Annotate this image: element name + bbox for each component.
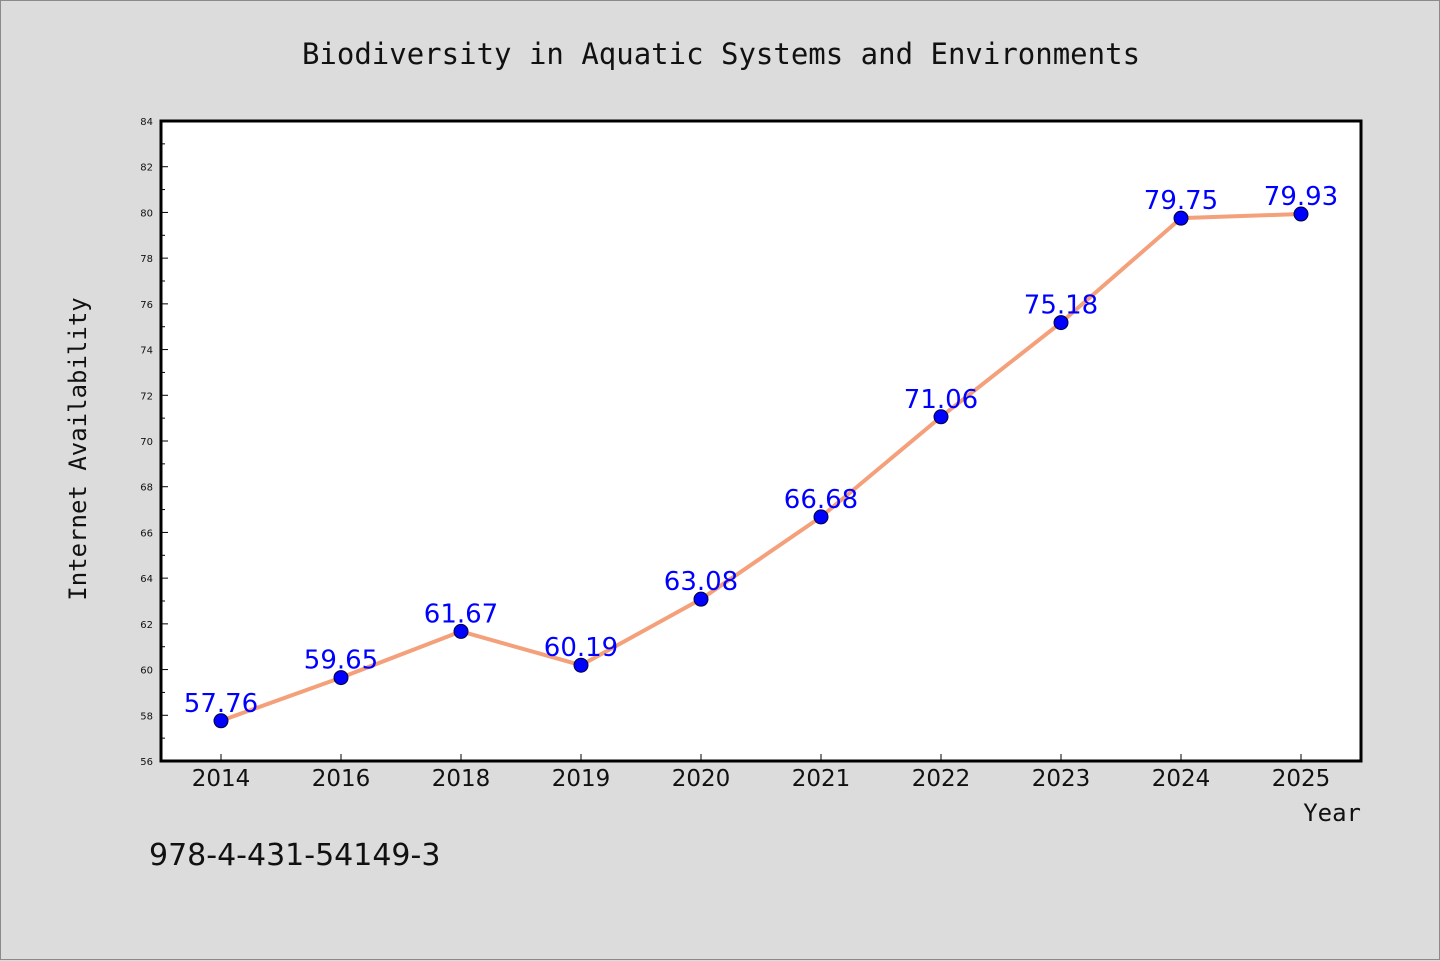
x-tick-label: 2023 [1032, 766, 1091, 792]
y-tick-label: 60 [140, 666, 153, 677]
data-point [573, 657, 589, 673]
data-label: 79.75 [1144, 186, 1218, 216]
y-tick-label: 76 [140, 300, 153, 311]
x-tick-label: 2022 [912, 766, 971, 792]
data-label: 66.68 [784, 485, 858, 515]
data-point [1293, 206, 1309, 222]
data-label: 71.06 [904, 385, 978, 415]
x-tick-label: 2016 [312, 766, 371, 792]
data-labels: 57.76 59.65 61.67 60.19 63.08 66.68 71.06 75.18… [184, 182, 1338, 719]
y-tick-label: 74 [140, 346, 153, 357]
series-group: 57.76 59.65 61.67 60.19 63.08 66.68 71.06 75.18… [184, 182, 1338, 729]
series-markers [213, 206, 1309, 729]
data-point [1173, 210, 1189, 226]
x-axis-label: Year [1303, 799, 1361, 827]
y-tick-label: 84 [140, 117, 153, 128]
data-label: 79.93 [1264, 182, 1338, 212]
data-label: 61.67 [424, 599, 498, 629]
y-tick-label: 62 [140, 620, 153, 631]
data-point [453, 623, 469, 639]
data-point [1053, 315, 1069, 331]
isbn-annotation: 978-4-431-54149-3 [149, 838, 440, 873]
data-point [933, 409, 949, 425]
data-label: 75.18 [1024, 291, 1098, 321]
y-tick-label: 68 [140, 483, 153, 494]
y-tick-label: 72 [140, 391, 153, 402]
data-point [813, 509, 829, 525]
data-label: 59.65 [304, 646, 378, 676]
y-tick-label: 78 [140, 254, 153, 265]
y-tick-label: 66 [140, 528, 153, 539]
y-tick-label: 58 [140, 711, 153, 722]
x-axis: 2014 2016 2018 2019 2020 2021 2022 2023 2024 2025 [192, 754, 1331, 792]
x-tick-label: 2018 [432, 766, 491, 792]
data-label: 63.08 [664, 567, 738, 597]
x-tick-label: 2020 [672, 766, 731, 792]
data-point [333, 670, 349, 686]
data-point [213, 713, 229, 729]
y-axis: 56 58 60 62 64 66 68 70 72 74 76 78 80 82 84 [140, 117, 168, 768]
x-tick-label: 2019 [552, 766, 611, 792]
y-tick-label: 56 [140, 757, 153, 768]
plot-area [159, 119, 1363, 763]
data-label: 57.76 [184, 689, 258, 719]
chart-title: Biodiversity in Aquatic Systems and Envi… [302, 37, 1140, 71]
x-tick-label: 2014 [192, 766, 251, 792]
data-label: 60.19 [544, 633, 618, 663]
y-axis-label: Internet Availability [64, 297, 92, 600]
x-tick-label: 2025 [1272, 766, 1331, 792]
x-tick-label: 2021 [792, 766, 851, 792]
data-point [693, 591, 709, 607]
y-tick-label: 70 [140, 437, 153, 448]
y-tick-label: 82 [140, 163, 153, 174]
y-tick-label: 64 [140, 574, 153, 585]
x-tick-label: 2024 [1152, 766, 1211, 792]
y-tick-label: 80 [140, 208, 153, 219]
series-line [220, 212, 1302, 723]
